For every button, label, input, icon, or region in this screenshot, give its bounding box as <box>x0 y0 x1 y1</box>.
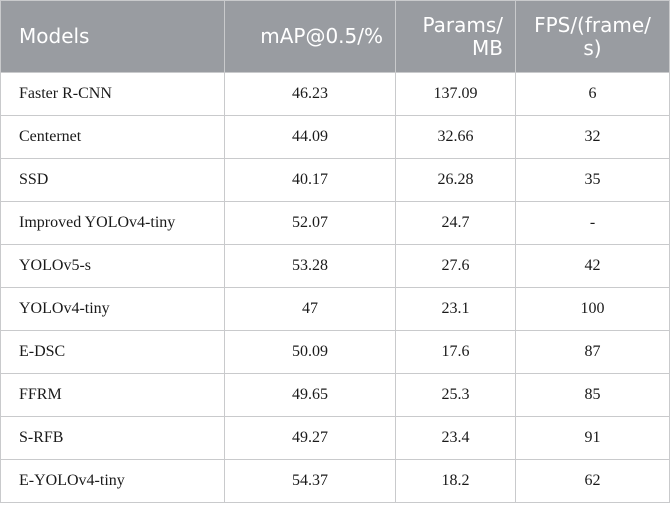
map-cell: 44.09 <box>225 116 396 159</box>
table-row: YOLOv4-tiny 47 23.1 100 <box>1 288 670 331</box>
model-cell: Faster R-CNN <box>1 73 225 116</box>
params-cell: 23.4 <box>396 417 516 460</box>
fps-cell: 85 <box>516 374 670 417</box>
map-cell: 50.09 <box>225 331 396 374</box>
table-row: Faster R-CNN 46.23 137.09 6 <box>1 73 670 116</box>
params-cell: 25.3 <box>396 374 516 417</box>
map-cell: 52.07 <box>225 202 396 245</box>
model-cell: YOLOv4-tiny <box>1 288 225 331</box>
model-cell: YOLOv5-s <box>1 245 225 288</box>
table-row: S-RFB 49.27 23.4 91 <box>1 417 670 460</box>
map-cell: 53.28 <box>225 245 396 288</box>
table-row: FFRM 49.65 25.3 85 <box>1 374 670 417</box>
table-header-row: Models mAP@0.5/% Params/ MB FPS/(frame/ … <box>1 1 670 73</box>
params-cell: 137.09 <box>396 73 516 116</box>
fps-cell: 35 <box>516 159 670 202</box>
fps-cell: 87 <box>516 331 670 374</box>
fps-cell: 91 <box>516 417 670 460</box>
params-cell: 27.6 <box>396 245 516 288</box>
map-cell: 54.37 <box>225 460 396 503</box>
fps-cell: 100 <box>516 288 670 331</box>
table-row: YOLOv5-s 53.28 27.6 42 <box>1 245 670 288</box>
params-cell: 17.6 <box>396 331 516 374</box>
table-row: Centernet 44.09 32.66 32 <box>1 116 670 159</box>
params-cell: 32.66 <box>396 116 516 159</box>
model-cell: SSD <box>1 159 225 202</box>
fps-cell: - <box>516 202 670 245</box>
map-cell: 46.23 <box>225 73 396 116</box>
header-params: Params/ MB <box>396 1 516 73</box>
fps-cell: 32 <box>516 116 670 159</box>
table-row: E-DSC 50.09 17.6 87 <box>1 331 670 374</box>
header-models: Models <box>1 1 225 73</box>
model-cell: Centernet <box>1 116 225 159</box>
model-cell: FFRM <box>1 374 225 417</box>
table-row: Improved YOLOv4-tiny 52.07 24.7- <box>1 202 670 245</box>
params-cell: 24.7 <box>396 202 516 245</box>
params-cell: 18.2 <box>396 460 516 503</box>
fps-cell: 6 <box>516 73 670 116</box>
map-cell: 49.65 <box>225 374 396 417</box>
header-fps: FPS/(frame/ s) <box>516 1 670 73</box>
params-cell: 23.1 <box>396 288 516 331</box>
model-cell: E-YOLOv4-tiny <box>1 460 225 503</box>
model-cell: E-DSC <box>1 331 225 374</box>
map-cell: 49.27 <box>225 417 396 460</box>
table-row: SSD 40.17 26.28 35 <box>1 159 670 202</box>
model-cell: Improved YOLOv4-tiny <box>1 202 225 245</box>
fps-cell: 62 <box>516 460 670 503</box>
table-row: E-YOLOv4-tiny 54.37 18.2 62 <box>1 460 670 503</box>
map-cell: 47 <box>225 288 396 331</box>
header-map: mAP@0.5/% <box>225 1 396 73</box>
table-body: Faster R-CNN 46.23 137.09 6 Centernet 44.09 32… <box>1 73 670 503</box>
map-cell: 40.17 <box>225 159 396 202</box>
params-cell: 26.28 <box>396 159 516 202</box>
fps-cell: 42 <box>516 245 670 288</box>
model-cell: S-RFB <box>1 417 225 460</box>
